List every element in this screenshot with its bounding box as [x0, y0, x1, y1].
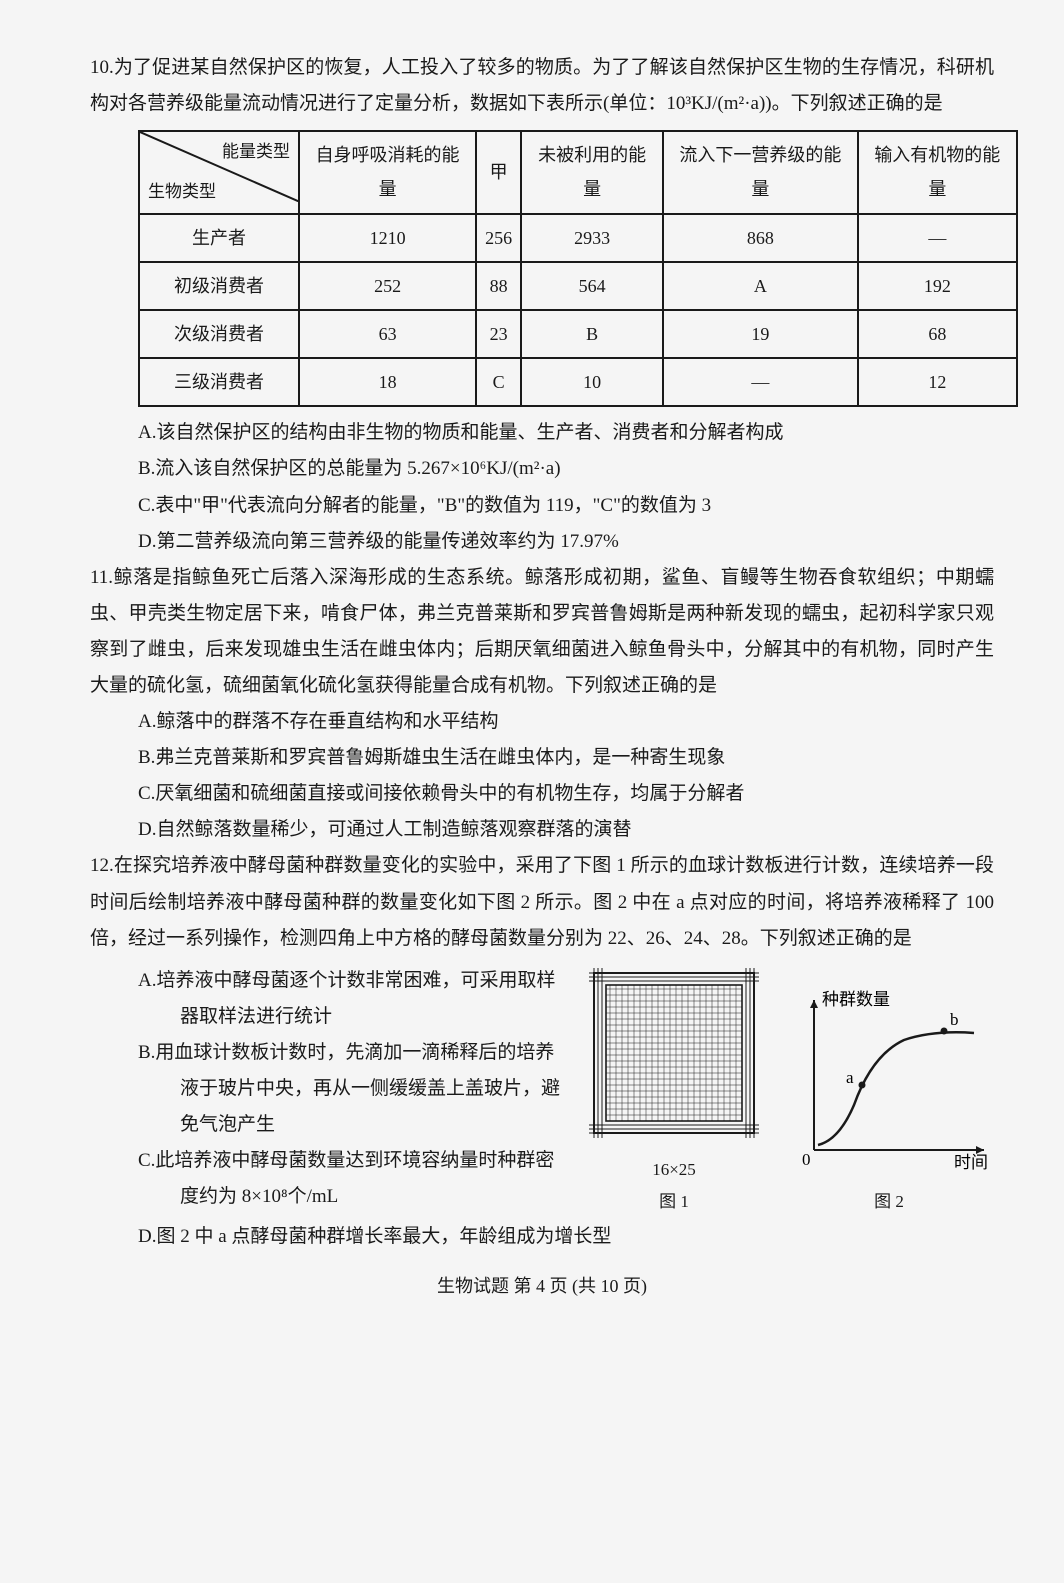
figure-1: 16×25 图 1 — [584, 963, 764, 1219]
q11-opt-b: B.弗兰克普莱斯和罗宾普鲁姆斯雄虫生活在雌虫体内，是一种寄生现象 — [90, 740, 994, 776]
table-row: 生产者 1210 256 2933 868 — — [139, 214, 1017, 262]
x-axis-label: 时间 — [954, 1153, 988, 1172]
cell: 10 — [521, 358, 663, 406]
col-header: 甲 — [476, 131, 521, 213]
cell: 1210 — [299, 214, 476, 262]
row-label: 次级消费者 — [139, 310, 299, 358]
point-a-label: a — [846, 1068, 854, 1087]
q10-number: 10. — [90, 57, 114, 78]
q12-opt-d: D.图 2 中 a 点酵母菌种群增长率最大，年龄组成为增长型 — [90, 1219, 994, 1255]
q10-opt-c: C.表中"甲"代表流向分解者的能量，"B"的数值为 119，"C"的数值为 3 — [90, 488, 994, 524]
col-header: 流入下一营养级的能量 — [663, 131, 858, 213]
q11-opt-c: C.厌氧细菌和硫细菌直接或间接依赖骨头中的有机物生存，均属于分解者 — [90, 776, 994, 812]
cell: 192 — [858, 262, 1017, 310]
row-label: 初级消费者 — [139, 262, 299, 310]
cell: 63 — [299, 310, 476, 358]
q11-opt-d: D.自然鲸落数量稀少，可通过人工制造鲸落观察群落的演替 — [90, 812, 994, 848]
col-header: 自身呼吸消耗的能量 — [299, 131, 476, 213]
col-header: 输入有机物的能量 — [858, 131, 1017, 213]
cell: 2933 — [521, 214, 663, 262]
cell: — — [858, 214, 1017, 262]
fig1-label: 16×25 — [584, 1154, 764, 1186]
cell: 18 — [299, 358, 476, 406]
row-label: 三级消费者 — [139, 358, 299, 406]
q10-text: 为了促进某自然保护区的恢复，人工投入了较多的物质。为了了解该自然保护区生物的生存… — [90, 57, 994, 114]
q10-opt-d: D.第二营养级流向第三营养级的能量传递效率约为 17.97% — [90, 524, 994, 560]
diag-header: 能量类型 生物类型 — [139, 131, 299, 213]
fig1-caption: 图 1 — [584, 1186, 764, 1218]
q12-text: 在探究培养液中酵母菌种群数量变化的实验中，采用了下图 1 所示的血球计数板进行计… — [90, 855, 994, 948]
q12-opt-b: B.用血球计数板计数时，先滴加一滴稀释后的培养液于玻片中央，再从一侧缓缓盖上盖玻… — [90, 1035, 568, 1143]
question-12: 12.在探究培养液中酵母菌种群数量变化的实验中，采用了下图 1 所示的血球计数板… — [90, 848, 994, 1254]
q12-number: 12. — [90, 855, 114, 876]
page-footer: 生物试题 第 4 页 (共 10 页) — [90, 1269, 994, 1303]
cell: 12 — [858, 358, 1017, 406]
table-row: 三级消费者 18 C 10 — 12 — [139, 358, 1017, 406]
row-label: 生产者 — [139, 214, 299, 262]
cell: 868 — [663, 214, 858, 262]
figure-2: a b 种群数量 时间 0 图 2 — [784, 985, 994, 1219]
q10-opt-b: B.流入该自然保护区的总能量为 5.267×10⁶KJ/(m²·a) — [90, 451, 994, 487]
table-row: 初级消费者 252 88 564 A 192 — [139, 262, 1017, 310]
table-row: 次级消费者 63 23 B 19 68 — [139, 310, 1017, 358]
question-10: 10.为了促进某自然保护区的恢复，人工投入了较多的物质。为了了解该自然保护区生物… — [90, 50, 994, 560]
hemocytometer-icon — [584, 963, 764, 1143]
cell: — — [663, 358, 858, 406]
cell: 256 — [476, 214, 521, 262]
point-b-label: b — [950, 1010, 959, 1029]
q11-stem: 11.鲸落是指鲸鱼死亡后落入深海形成的生态系统。鲸落形成初期，鲨鱼、盲鳗等生物吞… — [90, 560, 994, 704]
cell: 252 — [299, 262, 476, 310]
q11-number: 11. — [90, 567, 113, 588]
cell: 19 — [663, 310, 858, 358]
y-axis-label: 种群数量 — [822, 990, 890, 1009]
origin-label: 0 — [802, 1150, 811, 1169]
q12-opt-c: C.此培养液中酵母菌数量达到环境容纳量时种群密度约为 8×10⁸个/mL — [90, 1143, 568, 1215]
cell: 23 — [476, 310, 521, 358]
cell: C — [476, 358, 521, 406]
q12-opt-a: A.培养液中酵母菌逐个计数非常困难，可采用取样器取样法进行统计 — [90, 963, 568, 1035]
cell: 88 — [476, 262, 521, 310]
cell: B — [521, 310, 663, 358]
q11-opt-a: A.鲸落中的群落不存在垂直结构和水平结构 — [90, 704, 994, 740]
q10-stem: 10.为了促进某自然保护区的恢复，人工投入了较多的物质。为了了解该自然保护区生物… — [90, 50, 994, 122]
fig2-caption: 图 2 — [784, 1186, 994, 1218]
growth-curve-icon: a b 种群数量 时间 0 — [784, 985, 994, 1175]
q12-stem: 12.在探究培养液中酵母菌种群数量变化的实验中，采用了下图 1 所示的血球计数板… — [90, 848, 994, 956]
q10-table: 能量类型 生物类型 自身呼吸消耗的能量 甲 未被利用的能量 流入下一营养级的能量… — [138, 130, 1018, 407]
cell: 68 — [858, 310, 1017, 358]
col-header: 未被利用的能量 — [521, 131, 663, 213]
q10-opt-a: A.该自然保护区的结构由非生物的物质和能量、生产者、消费者和分解者构成 — [90, 415, 994, 451]
cell: 564 — [521, 262, 663, 310]
diag-bot: 生物类型 — [148, 176, 216, 208]
question-11: 11.鲸落是指鲸鱼死亡后落入深海形成的生态系统。鲸落形成初期，鲨鱼、盲鳗等生物吞… — [90, 560, 994, 849]
q11-text: 鲸落是指鲸鱼死亡后落入深海形成的生态系统。鲸落形成初期，鲨鱼、盲鳗等生物吞食软组… — [90, 567, 994, 696]
diag-top: 能量类型 — [222, 136, 290, 168]
cell: A — [663, 262, 858, 310]
